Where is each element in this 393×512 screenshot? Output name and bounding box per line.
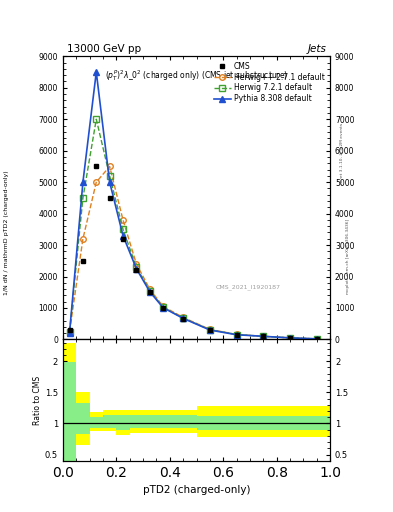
Herwig++ 2.7.1 default (161, 303, 165, 309)
Herwig 7.2.1 default (81, 195, 85, 201)
Line: Herwig 7.2.1 default: Herwig 7.2.1 default (67, 116, 320, 342)
CMS (107, 195, 112, 201)
Herwig 7.2.1 default (161, 304, 165, 310)
Legend: CMS, Herwig++ 2.7.1 default, Herwig 7.2.1 default, Pythia 8.308 default: CMS, Herwig++ 2.7.1 default, Herwig 7.2.… (213, 60, 326, 105)
Herwig++ 2.7.1 default (81, 236, 85, 242)
CMS (314, 336, 319, 342)
Herwig 7.2.1 default (288, 335, 292, 341)
Pythia 8.308 default (134, 266, 139, 272)
Text: mcplots.cern.ch [arXiv:1306.3436]: mcplots.cern.ch [arXiv:1306.3436] (346, 219, 350, 293)
Herwig++ 2.7.1 default (121, 217, 125, 223)
Pythia 8.308 default (261, 333, 266, 339)
Line: Herwig++ 2.7.1 default: Herwig++ 2.7.1 default (67, 164, 320, 342)
CMS (67, 327, 72, 333)
Herwig++ 2.7.1 default (67, 329, 72, 335)
Text: CMS_2021_I1920187: CMS_2021_I1920187 (215, 285, 280, 290)
Y-axis label: Ratio to CMS: Ratio to CMS (33, 376, 42, 424)
Herwig++ 2.7.1 default (261, 333, 266, 339)
Pythia 8.308 default (147, 289, 152, 295)
Herwig++ 2.7.1 default (147, 286, 152, 292)
Pythia 8.308 default (94, 69, 99, 75)
Pythia 8.308 default (181, 315, 185, 322)
Herwig 7.2.1 default (314, 336, 319, 342)
Text: $(p_T^p)^2\lambda\_0^2$ (charged only) (CMS jet substructure): $(p_T^p)^2\lambda\_0^2$ (charged only) (… (105, 68, 288, 82)
Herwig 7.2.1 default (107, 173, 112, 179)
Herwig++ 2.7.1 default (134, 261, 139, 267)
CMS (134, 267, 139, 273)
Pythia 8.308 default (67, 329, 72, 335)
Line: Pythia 8.308 default: Pythia 8.308 default (67, 69, 320, 342)
Herwig 7.2.1 default (67, 329, 72, 335)
CMS (288, 335, 292, 341)
CMS (94, 163, 99, 169)
Herwig 7.2.1 default (208, 327, 212, 333)
CMS (261, 333, 266, 339)
Herwig++ 2.7.1 default (314, 336, 319, 342)
CMS (81, 258, 85, 264)
Pythia 8.308 default (107, 179, 112, 185)
Herwig++ 2.7.1 default (234, 331, 239, 337)
Herwig++ 2.7.1 default (107, 163, 112, 169)
Herwig 7.2.1 default (147, 288, 152, 294)
Herwig++ 2.7.1 default (181, 314, 185, 321)
Herwig++ 2.7.1 default (94, 179, 99, 185)
Text: Rivet 3.1.10, ≥ 3.2M events: Rivet 3.1.10, ≥ 3.2M events (340, 123, 344, 184)
Herwig 7.2.1 default (121, 226, 125, 232)
Pythia 8.308 default (121, 232, 125, 239)
Pythia 8.308 default (288, 335, 292, 341)
CMS (181, 316, 185, 322)
Herwig 7.2.1 default (94, 116, 99, 122)
Herwig 7.2.1 default (134, 264, 139, 270)
Pythia 8.308 default (234, 332, 239, 338)
Text: 1/N dN / mathrmD pTD2 (charged-only): 1/N dN / mathrmD pTD2 (charged-only) (4, 170, 9, 295)
Pythia 8.308 default (161, 305, 165, 311)
X-axis label: pTD2 (charged-only): pTD2 (charged-only) (143, 485, 250, 495)
CMS (147, 289, 152, 295)
Pythia 8.308 default (81, 179, 85, 185)
CMS (121, 236, 125, 242)
Herwig++ 2.7.1 default (208, 326, 212, 332)
Herwig 7.2.1 default (261, 333, 266, 339)
Herwig 7.2.1 default (234, 331, 239, 337)
Text: Jets: Jets (307, 44, 326, 54)
Pythia 8.308 default (314, 336, 319, 342)
Herwig++ 2.7.1 default (288, 335, 292, 341)
Herwig 7.2.1 default (181, 315, 185, 321)
Line: CMS: CMS (67, 164, 319, 342)
CMS (208, 327, 212, 333)
CMS (161, 305, 165, 311)
Pythia 8.308 default (208, 327, 212, 333)
CMS (234, 332, 239, 338)
Text: 13000 GeV pp: 13000 GeV pp (67, 44, 141, 54)
